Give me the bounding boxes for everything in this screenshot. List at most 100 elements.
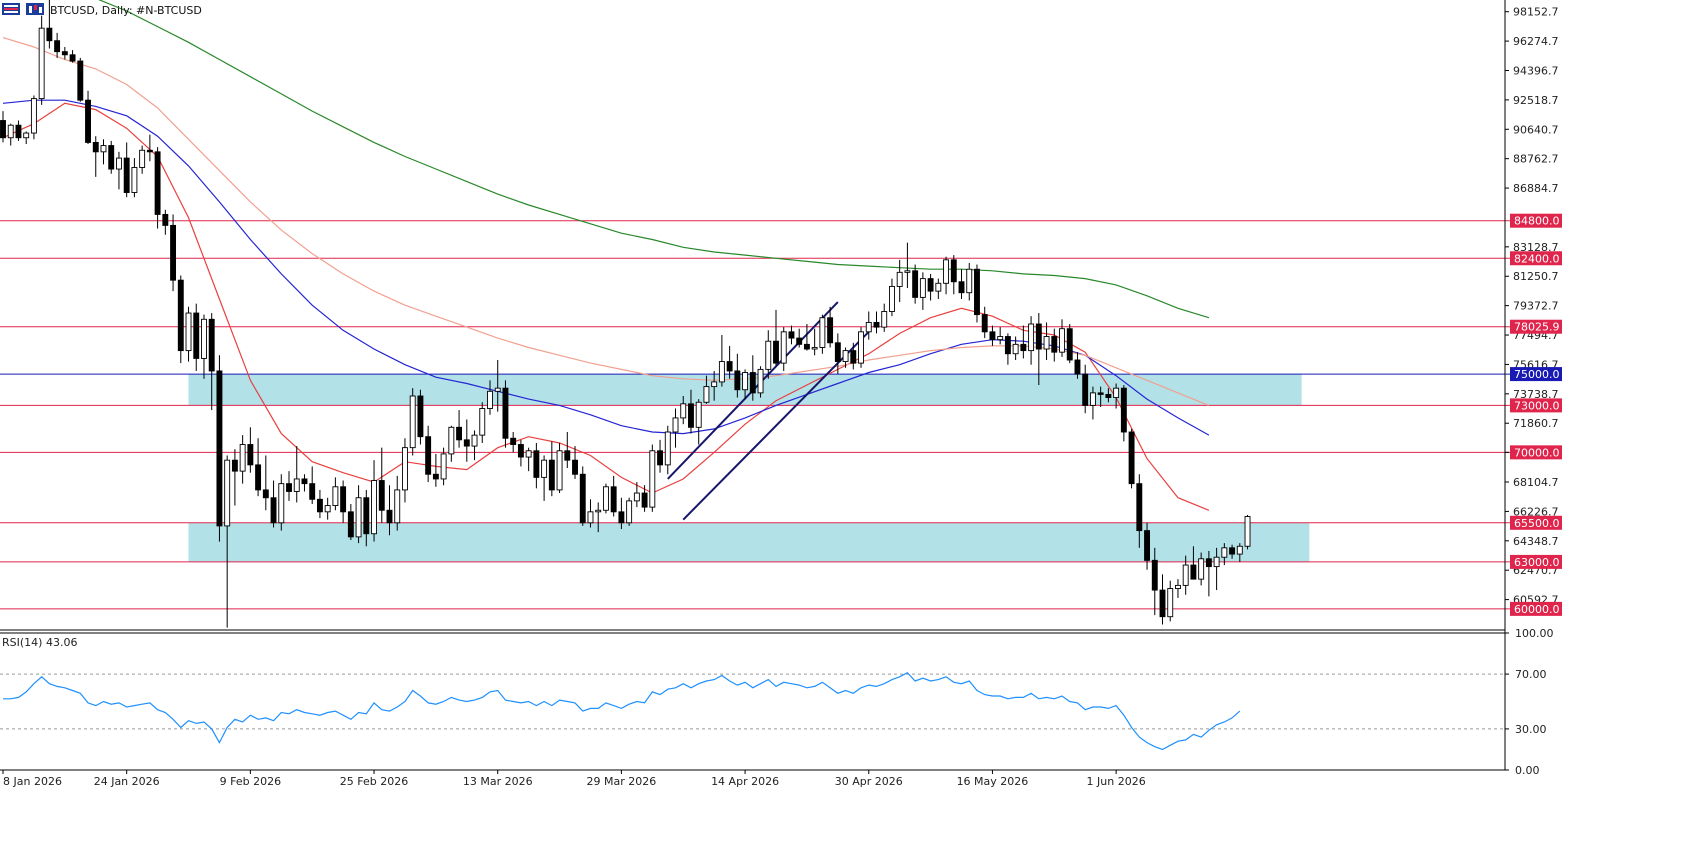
candle-body bbox=[0, 120, 6, 139]
candle bbox=[1066, 324, 1073, 364]
candle bbox=[1136, 474, 1143, 548]
level-label: 65500.0 bbox=[1514, 517, 1560, 530]
candle bbox=[193, 303, 200, 371]
price-tick-label: 68104.7 bbox=[1513, 476, 1559, 489]
candle bbox=[301, 474, 308, 492]
candle-body bbox=[494, 387, 501, 392]
candle-body bbox=[780, 331, 787, 364]
menu-icon[interactable] bbox=[2, 3, 20, 15]
candle bbox=[587, 499, 594, 528]
candle bbox=[402, 438, 408, 503]
price-tick-label: 71860.7 bbox=[1513, 417, 1559, 430]
candle bbox=[858, 327, 864, 368]
price-tick-label: 94396.7 bbox=[1513, 64, 1559, 77]
candle-body bbox=[850, 350, 857, 364]
candle-body bbox=[1004, 336, 1011, 355]
rsi-tick-label: 30.00 bbox=[1515, 723, 1547, 736]
candle-body bbox=[1175, 584, 1181, 589]
candle-body bbox=[834, 342, 841, 363]
candle-body bbox=[278, 483, 285, 524]
level-label: 73000.0 bbox=[1514, 399, 1560, 412]
price-tick-label: 64348.7 bbox=[1513, 535, 1559, 548]
panel-gap bbox=[0, 630, 1505, 633]
candle bbox=[247, 427, 254, 473]
candle-body bbox=[502, 387, 509, 439]
candle-body bbox=[1043, 336, 1050, 350]
rsi-tick-label: 0.00 bbox=[1515, 764, 1540, 777]
candle-body bbox=[463, 439, 470, 447]
candle bbox=[788, 325, 795, 345]
candle bbox=[688, 389, 694, 434]
candle bbox=[487, 380, 493, 415]
time-tick-label: 29 Mar 2026 bbox=[587, 775, 657, 788]
candle-body bbox=[510, 437, 517, 445]
candle-body bbox=[286, 483, 292, 492]
rsi-panel: 100.00 70.00 30.00 0.00 bbox=[0, 627, 1554, 777]
candle-body bbox=[363, 497, 370, 535]
candle-body bbox=[316, 498, 323, 513]
candle bbox=[664, 425, 671, 475]
candle bbox=[966, 262, 973, 301]
candle bbox=[1198, 552, 1205, 586]
candle-body bbox=[517, 444, 524, 458]
candle bbox=[131, 158, 138, 198]
candle-body bbox=[912, 270, 919, 298]
price-tick-label: 79372.7 bbox=[1513, 300, 1559, 313]
candle-body bbox=[865, 321, 872, 333]
candle bbox=[626, 497, 633, 526]
moving-average-line bbox=[98, 0, 1210, 319]
candle bbox=[1182, 555, 1189, 595]
candle bbox=[950, 255, 957, 295]
candle bbox=[1213, 547, 1220, 591]
candle bbox=[803, 324, 810, 351]
candle bbox=[989, 325, 996, 346]
candle-body bbox=[402, 447, 408, 491]
candle-body bbox=[177, 279, 184, 352]
candle-body bbox=[332, 486, 339, 507]
candle bbox=[201, 314, 207, 379]
price-tick-label: 66226.7 bbox=[1513, 505, 1559, 518]
candle-body bbox=[997, 336, 1004, 341]
candle-body bbox=[1120, 387, 1127, 433]
candle bbox=[633, 482, 640, 508]
candle bbox=[38, 15, 45, 105]
candle-body bbox=[711, 381, 718, 388]
candle-body bbox=[255, 464, 262, 491]
candle-body bbox=[1074, 359, 1081, 375]
candle bbox=[154, 147, 161, 229]
candle bbox=[1012, 336, 1019, 360]
candle-body bbox=[641, 492, 648, 508]
candle bbox=[1105, 388, 1112, 403]
candle-body bbox=[981, 314, 988, 333]
candle bbox=[1043, 322, 1050, 360]
candle-body bbox=[108, 145, 115, 170]
candle-body bbox=[1198, 558, 1205, 580]
candle bbox=[394, 475, 401, 531]
candle-body bbox=[131, 167, 138, 193]
candle-body bbox=[587, 511, 594, 524]
candle-body bbox=[819, 317, 826, 348]
candlestick-chart-icon[interactable] bbox=[26, 3, 44, 15]
candle-body bbox=[548, 459, 555, 491]
candle-body bbox=[247, 444, 254, 466]
level-label: 78025.9 bbox=[1514, 321, 1560, 334]
candle bbox=[827, 306, 834, 348]
candle bbox=[1236, 543, 1243, 562]
candle bbox=[1035, 313, 1042, 386]
candle bbox=[409, 388, 416, 456]
candle bbox=[471, 430, 478, 461]
candle-body bbox=[649, 450, 656, 508]
candle bbox=[649, 444, 656, 512]
candle bbox=[842, 347, 849, 368]
candle-body bbox=[919, 278, 926, 298]
candle-body bbox=[61, 51, 68, 56]
time-tick-label: 14 Apr 2026 bbox=[711, 775, 779, 788]
candle-body bbox=[765, 340, 772, 370]
candle-body bbox=[610, 486, 617, 513]
candle bbox=[533, 442, 540, 489]
candle bbox=[185, 306, 192, 362]
candle bbox=[224, 455, 231, 628]
candle-body bbox=[1105, 393, 1112, 399]
candle bbox=[819, 314, 826, 354]
